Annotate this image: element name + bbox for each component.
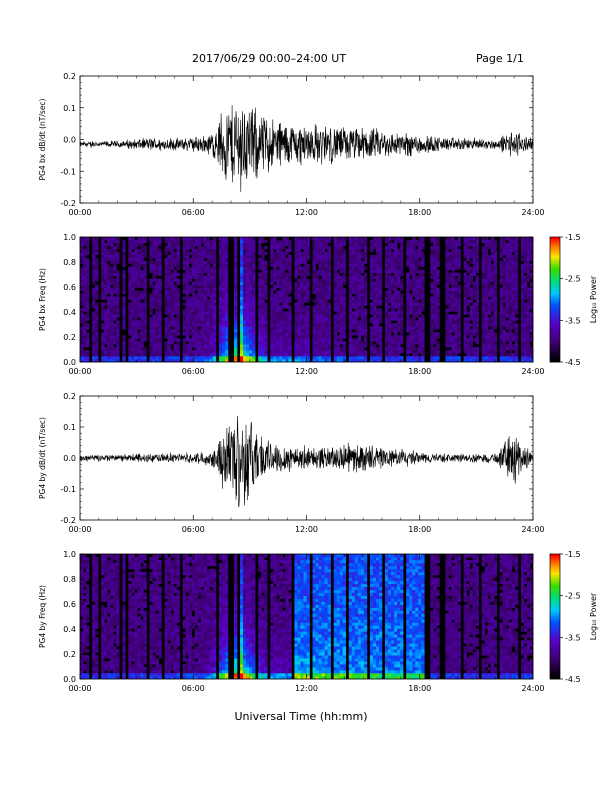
x-tick-label: 18:00: [408, 684, 431, 693]
y-tick-label: 0.4: [63, 308, 76, 317]
x-tick-label: 06:00: [182, 525, 205, 534]
colorbar-tick-label: -4.5: [565, 675, 581, 684]
x-tick-label: 00:00: [68, 525, 91, 534]
x-tick-label: 12:00: [295, 367, 318, 376]
x-tick-label: 00:00: [68, 208, 91, 217]
colorbar-tick-label: -2.5: [565, 592, 581, 601]
y-tick-label: 1.0: [63, 233, 76, 242]
x-tick-label: 24:00: [521, 208, 544, 217]
y-tick-label: 0.2: [63, 72, 76, 81]
y-tick-label: 0.2: [63, 392, 76, 401]
y-tick-label: 0.4: [63, 625, 76, 634]
y-tick-label: 0.6: [63, 600, 76, 609]
y-tick-label: 1.0: [63, 550, 76, 559]
by-spectrogram-colorbar: [549, 553, 563, 680]
x-tick-label: 18:00: [408, 367, 431, 376]
bx-spectrogram-panel: [79, 236, 534, 363]
y-tick-label: 0.0: [63, 136, 76, 145]
y-tick-label: 0.0: [63, 358, 76, 367]
x-tick-label: 24:00: [521, 525, 544, 534]
y-tick-label: 0.0: [63, 454, 76, 463]
x-tick-label: 12:00: [295, 684, 318, 693]
colorbar-tick-label: -2.5: [565, 275, 581, 284]
x-tick-label: 18:00: [408, 208, 431, 217]
by-spectrogram-panel: [79, 553, 534, 680]
colorbar-tick-label: -1.5: [565, 233, 581, 242]
bx-spectrogram-ylabel: PG4 bx Freq (Hz): [38, 268, 47, 331]
y-tick-label: 0.8: [63, 258, 76, 267]
colorbar-label: Log₁₀ Power: [589, 275, 598, 323]
x-tick-label: 06:00: [182, 367, 205, 376]
y-tick-label: -0.2: [60, 516, 76, 525]
by-timeseries-panel: [79, 395, 534, 521]
bx-timeseries-panel: [79, 75, 534, 204]
bx-spectrogram-colorbar: [549, 236, 563, 363]
y-tick-label: 0.0: [63, 675, 76, 684]
colorbar-tick-label: -1.5: [565, 550, 581, 559]
colorbar-tick-label: -3.5: [565, 633, 581, 642]
by-timeseries-trace: [79, 415, 534, 508]
x-tick-label: 18:00: [408, 525, 431, 534]
colorbar-tick-label: -3.5: [565, 316, 581, 325]
y-tick-label: -0.1: [60, 167, 76, 176]
bx-timeseries-trace: [79, 105, 534, 192]
colorbar-label: Log₁₀ Power: [589, 592, 598, 640]
x-axis-title: Universal Time (hh:mm): [234, 710, 368, 723]
colorbar-tick-label: -4.5: [565, 358, 581, 367]
y-tick-label: 0.1: [63, 423, 76, 432]
by-timeseries-ylabel: PG4 by dB/dt (nT/sec): [38, 417, 47, 499]
x-tick-label: 06:00: [182, 208, 205, 217]
x-tick-label: 00:00: [68, 684, 91, 693]
x-tick-label: 12:00: [295, 208, 318, 217]
x-tick-label: 12:00: [295, 525, 318, 534]
y-tick-label: -0.1: [60, 485, 76, 494]
y-tick-label: 0.2: [63, 333, 76, 342]
x-tick-label: 06:00: [182, 684, 205, 693]
y-tick-label: 0.1: [63, 104, 76, 113]
x-tick-label: 00:00: [68, 367, 91, 376]
y-tick-label: 0.2: [63, 650, 76, 659]
x-tick-label: 24:00: [521, 684, 544, 693]
page-number: Page 1/1: [476, 52, 524, 65]
bx-timeseries-ylabel: PG4 bx dB/dt (nT/sec): [38, 98, 47, 180]
x-tick-label: 24:00: [521, 367, 544, 376]
figure-date-title: 2017/06/29 00:00–24:00 UT: [192, 52, 347, 65]
y-tick-label: 0.6: [63, 283, 76, 292]
y-tick-label: 0.8: [63, 575, 76, 584]
y-tick-label: -0.2: [60, 199, 76, 208]
by-spectrogram-ylabel: PG4 by Freq (Hz): [38, 585, 47, 648]
